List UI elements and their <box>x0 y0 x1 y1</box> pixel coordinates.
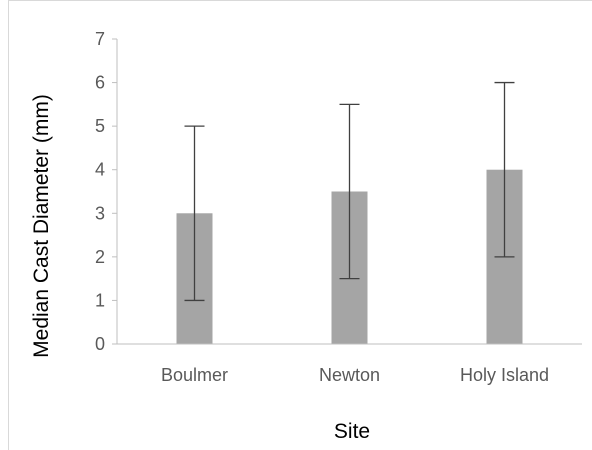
chart-frame <box>8 0 592 450</box>
error-bar <box>184 125 205 302</box>
error-bars <box>184 81 515 302</box>
y-tick-label: 1 <box>95 290 105 310</box>
x-tick-label: Boulmer <box>161 365 228 385</box>
x-axis-ticks: Boulmer Newton Holy Island <box>161 365 549 385</box>
y-tick-label: 4 <box>95 160 105 180</box>
error-bar <box>339 103 360 280</box>
x-tick-label: Newton <box>319 365 380 385</box>
y-axis-ticks: 0 1 2 3 4 5 6 7 <box>95 29 117 354</box>
y-tick-label: 7 <box>95 29 105 49</box>
x-tick-label: Holy Island <box>460 365 549 385</box>
y-axis-title: Median Cast Diameter (mm) <box>30 94 53 358</box>
y-tick-label: 2 <box>95 247 105 267</box>
y-tick-label: 6 <box>95 73 105 93</box>
x-axis-title: Site <box>334 420 370 443</box>
error-bar <box>494 81 515 258</box>
y-tick-label: 5 <box>95 116 105 136</box>
y-tick-label: 3 <box>95 203 105 223</box>
y-tick-label: 0 <box>95 334 105 354</box>
